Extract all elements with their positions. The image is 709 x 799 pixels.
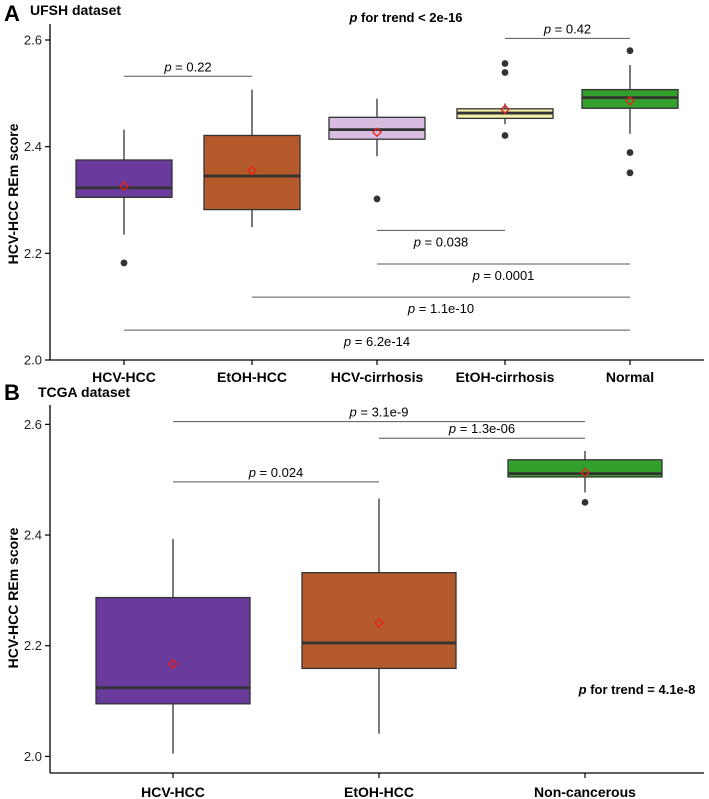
mean-marker <box>580 467 590 478</box>
comparison-p-value: p = 3.1e-9 <box>349 405 409 420</box>
comparison-p-value: p = 1.1e-10 <box>407 301 474 316</box>
x-tick-label: Non-cancerous <box>534 784 636 799</box>
outlier-point <box>581 498 589 506</box>
y-tick-label: 2.0 <box>24 353 42 368</box>
mean-marker <box>374 618 384 628</box>
y-tick-label: 2.6 <box>24 33 42 48</box>
panel-a-label: A <box>4 1 20 26</box>
box-iqr <box>301 572 457 670</box>
comparison-p-value: p = 0.038 <box>413 234 469 249</box>
panel-b-tcga: B TCGA dataset HCV-HCC REm score p for t… <box>4 380 704 799</box>
box-iqr <box>203 134 301 211</box>
box-iqr <box>75 159 173 198</box>
outlier-point <box>501 69 509 76</box>
panel-a-trend-label: p for trend < 2e-16 <box>348 10 462 25</box>
mean-marker <box>625 95 635 106</box>
x-tick-label: EtOH-HCC <box>217 369 287 385</box>
comparison-p-value: p = 0.42 <box>543 21 591 36</box>
panel-a-title: UFSH dataset <box>30 2 121 18</box>
box-iqr <box>95 596 251 705</box>
x-tick-label: HCV-HCC <box>141 784 205 799</box>
mean-marker <box>500 104 510 115</box>
comparison-p-value: p = 0.024 <box>248 465 304 480</box>
box-hcv-cirrhosis <box>328 98 426 203</box>
panel-b-y-axis-label: HCV-HCC REm score <box>5 527 21 668</box>
panel-a-y-axis-label: HCV-HCC REm score <box>5 123 21 264</box>
mean-marker <box>372 127 382 138</box>
box-hcv-hcc <box>95 538 251 754</box>
panel-b-label: B <box>4 380 20 405</box>
panel-b-plot-area: 2.0 2.2 2.4 2.6 HCV-HCC EtOH-HCC Non-cancerous… <box>24 405 704 799</box>
outlier-point <box>501 132 509 139</box>
box-non-cancerous <box>507 450 663 506</box>
comparison-p-value: p = 6.2e-14 <box>343 334 410 349</box>
mean-marker <box>247 165 257 176</box>
y-tick-label: 2.4 <box>24 139 42 154</box>
mean-marker <box>119 181 129 192</box>
outlier-point <box>373 195 381 203</box>
y-tick-label: 2.0 <box>24 749 42 764</box>
comparison-p-value: p = 1.3e-06 <box>448 421 515 436</box>
comparison-p-value: p = 0.22 <box>163 59 211 74</box>
panel-a-plot-area: 2.0 2.2 2.4 2.6 HCV-HCC EtOH-HCC HCV-cirrhosis… <box>24 21 704 385</box>
comparison-p-value: p = 0.0001 <box>472 268 535 283</box>
outlier-point <box>626 149 634 156</box>
y-tick-label: 2.2 <box>24 638 42 653</box>
y-tick-label: 2.4 <box>24 528 42 543</box>
x-tick-label: HCV-HCC <box>92 369 156 385</box>
y-tick-label: 2.2 <box>24 246 42 261</box>
outlier-point <box>626 47 634 55</box>
panel-b-trend-label: p for trend = 4.1e-8 <box>578 682 696 697</box>
box-etoh-hcc <box>301 498 457 734</box>
panel-b-title: TCGA dataset <box>38 384 130 400</box>
x-tick-label: EtOH-cirrhosis <box>456 369 555 385</box>
box-hcv-hcc <box>75 129 173 267</box>
panel-a-ufsh: A UFSH dataset HCV-HCC REm score p for t… <box>4 1 704 385</box>
outlier-point <box>501 60 509 67</box>
x-tick-label: EtOH-HCC <box>344 784 414 799</box>
y-tick-label: 2.6 <box>24 417 42 432</box>
box-normal <box>581 47 679 177</box>
x-tick-label: Normal <box>606 369 654 385</box>
box-etoh-hcc <box>203 89 301 228</box>
x-tick-label: HCV-cirrhosis <box>331 369 424 385</box>
outlier-point <box>626 169 634 177</box>
outlier-point <box>120 259 128 267</box>
box-etoh-cirrhosis <box>456 60 554 139</box>
mean-marker <box>168 659 178 669</box>
